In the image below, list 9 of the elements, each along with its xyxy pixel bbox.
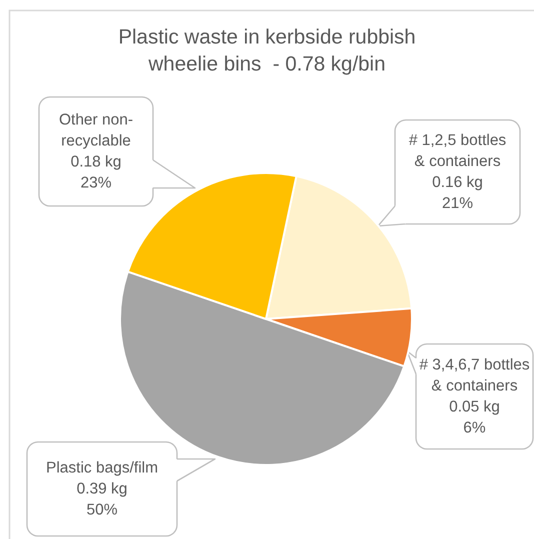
data-label: 0.18 kg 23% (70, 153, 122, 192)
chart-title: Plastic waste in kerbside rubbish wheelie bins - 0.78 kg/bin (118, 26, 416, 76)
slice-label: Other non-recyclable (58, 111, 134, 150)
data-label: 0.05 kg 6% (449, 398, 500, 436)
slice-label: Plastic bags/film (46, 459, 158, 476)
slice-label: # 1,2,5 bottles & containers (408, 132, 506, 170)
data-label: 0.39 kg 50% (76, 480, 128, 518)
slice-label: # 3,4,6,7 bottles & containers (419, 356, 530, 394)
data-label: 0.16 kg 21% (432, 174, 483, 212)
